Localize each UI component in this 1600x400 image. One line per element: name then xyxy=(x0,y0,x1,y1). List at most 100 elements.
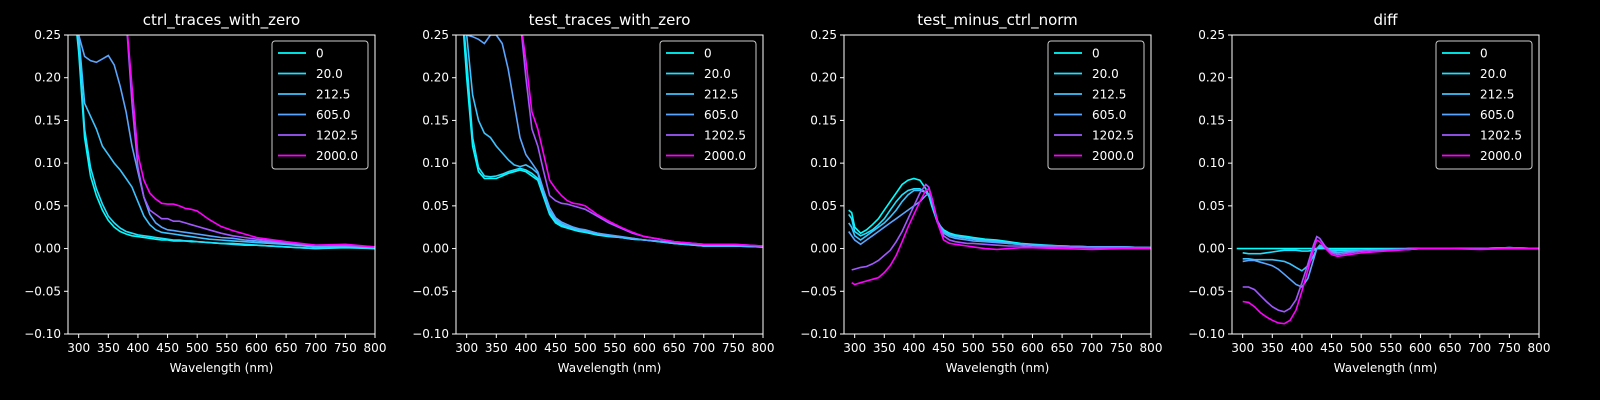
x-tick-label: 750 xyxy=(334,341,357,355)
x-axis-label: Wavelength (nm) xyxy=(170,361,274,375)
x-tick-label: 400 xyxy=(514,341,537,355)
x-tick-label: 700 xyxy=(1080,341,1103,355)
series-line-2000.0 xyxy=(126,35,375,248)
legend: 0 20.0 212.5 605.0 1202.5 2000.0 xyxy=(1435,40,1533,170)
legend-label: 20.0 xyxy=(1092,67,1119,81)
y-tick-label: 0.25 xyxy=(34,28,61,42)
y-tick-label: 0.25 xyxy=(1198,28,1225,42)
series-line-2000.0 xyxy=(1242,238,1539,325)
legend-label: 2000.0 xyxy=(1092,149,1134,163)
axes-frame xyxy=(67,34,376,335)
series-line-20.0 xyxy=(463,35,763,248)
x-tick-label: 550 xyxy=(603,341,626,355)
x-tick-label: 550 xyxy=(1379,341,1402,355)
x-tick-label: 450 xyxy=(932,341,955,355)
y-tick-label: −0.10 xyxy=(412,327,449,341)
x-tick-label: 800 xyxy=(752,341,775,355)
chart-title: diff xyxy=(1373,11,1398,29)
x-tick-label: 700 xyxy=(1468,341,1491,355)
y-tick-label: 0.20 xyxy=(810,71,837,85)
legend-label: 20.0 xyxy=(704,67,731,81)
legend-label: 2000.0 xyxy=(316,149,358,163)
y-tick-label: 0.00 xyxy=(34,242,61,256)
axes-frame xyxy=(455,34,764,335)
x-tick-label: 350 xyxy=(1261,341,1284,355)
y-tick-label: 0.20 xyxy=(1198,71,1225,85)
legend-label: 0 xyxy=(1480,47,1488,61)
x-axis-label: Wavelength (nm) xyxy=(946,361,1050,375)
legend-label: 605.0 xyxy=(1092,108,1126,122)
legend-label: 605.0 xyxy=(1480,108,1514,122)
y-tick-label: 0.20 xyxy=(422,71,449,85)
x-tick-label: 550 xyxy=(991,341,1014,355)
y-tick-label: 0.05 xyxy=(422,199,449,213)
y-tick-label: 0.05 xyxy=(1198,199,1225,213)
x-tick-label: 400 xyxy=(902,341,925,355)
series-line-212.5 xyxy=(77,35,375,248)
series-line-605.0 xyxy=(77,35,375,248)
x-tick-label: 650 xyxy=(1051,341,1074,355)
series-line-0 xyxy=(76,35,375,250)
x-tick-label: 300 xyxy=(1231,341,1254,355)
x-tick-label: 800 xyxy=(1528,341,1551,355)
series-line-605.0 xyxy=(465,35,763,248)
y-tick-label: 0.15 xyxy=(810,113,837,127)
x-axis-label: Wavelength (nm) xyxy=(1334,361,1438,375)
y-tick-label: −0.05 xyxy=(24,284,61,298)
x-tick-label: 450 xyxy=(544,341,567,355)
series-line-1202.5 xyxy=(851,183,1151,271)
legend-label: 212.5 xyxy=(1092,88,1126,102)
y-tick-label: 0.00 xyxy=(810,242,837,256)
x-tick-label: 750 xyxy=(1498,341,1521,355)
legend-label: 2000.0 xyxy=(1480,149,1522,163)
x-tick-label: 550 xyxy=(215,341,238,355)
legend-label: 0 xyxy=(316,47,324,61)
x-tick-label: 350 xyxy=(485,341,508,355)
x-tick-label: 700 xyxy=(692,341,715,355)
y-tick-label: 0.10 xyxy=(34,156,61,170)
x-tick-label: 600 xyxy=(245,341,268,355)
legend: 0 20.0 212.5 605.0 1202.5 2000.0 xyxy=(1047,40,1145,170)
y-tick-label: −0.10 xyxy=(24,327,61,341)
y-tick-label: 0.05 xyxy=(810,199,837,213)
x-tick-label: 600 xyxy=(1409,341,1432,355)
chart-title: ctrl_traces_with_zero xyxy=(143,11,300,30)
x-tick-label: 650 xyxy=(663,341,686,355)
y-tick-label: 0.10 xyxy=(1198,156,1225,170)
x-tick-label: 400 xyxy=(1290,341,1313,355)
legend-label: 1202.5 xyxy=(704,129,746,143)
x-tick-label: 600 xyxy=(1021,341,1044,355)
x-tick-label: 400 xyxy=(126,341,149,355)
series-line-20.0 xyxy=(76,35,375,250)
y-tick-label: 0.15 xyxy=(1198,113,1225,127)
y-tick-label: 0.00 xyxy=(1198,242,1225,256)
x-tick-label: 750 xyxy=(722,341,745,355)
legend: 0 20.0 212.5 605.0 1202.5 2000.0 xyxy=(659,40,757,170)
legend-label: 0 xyxy=(1092,47,1100,61)
legend-label: 605.0 xyxy=(316,108,350,122)
x-tick-label: 600 xyxy=(633,341,656,355)
x-tick-label: 300 xyxy=(843,341,866,355)
y-tick-label: 0.10 xyxy=(422,156,449,170)
y-tick-label: −0.05 xyxy=(800,284,837,298)
legend-label: 1202.5 xyxy=(316,129,358,143)
y-tick-label: 0.15 xyxy=(34,113,61,127)
y-tick-label: −0.05 xyxy=(412,284,449,298)
y-tick-label: 0.15 xyxy=(422,113,449,127)
legend-label: 212.5 xyxy=(316,88,350,102)
x-axis-label: Wavelength (nm) xyxy=(558,361,662,375)
chart-title: test_minus_ctrl_norm xyxy=(917,11,1078,30)
x-tick-label: 800 xyxy=(364,341,387,355)
legend-label: 212.5 xyxy=(704,88,738,102)
x-tick-label: 500 xyxy=(962,341,985,355)
x-tick-label: 750 xyxy=(1110,341,1133,355)
x-tick-label: 700 xyxy=(304,341,327,355)
y-tick-label: −0.10 xyxy=(800,327,837,341)
y-tick-label: 0.25 xyxy=(810,28,837,42)
y-tick-label: 0.05 xyxy=(34,199,61,213)
legend: 0 20.0 212.5 605.0 1202.5 2000.0 xyxy=(271,40,369,170)
y-tick-label: 0.10 xyxy=(810,156,837,170)
x-tick-label: 500 xyxy=(574,341,597,355)
legend-label: 0 xyxy=(704,47,712,61)
